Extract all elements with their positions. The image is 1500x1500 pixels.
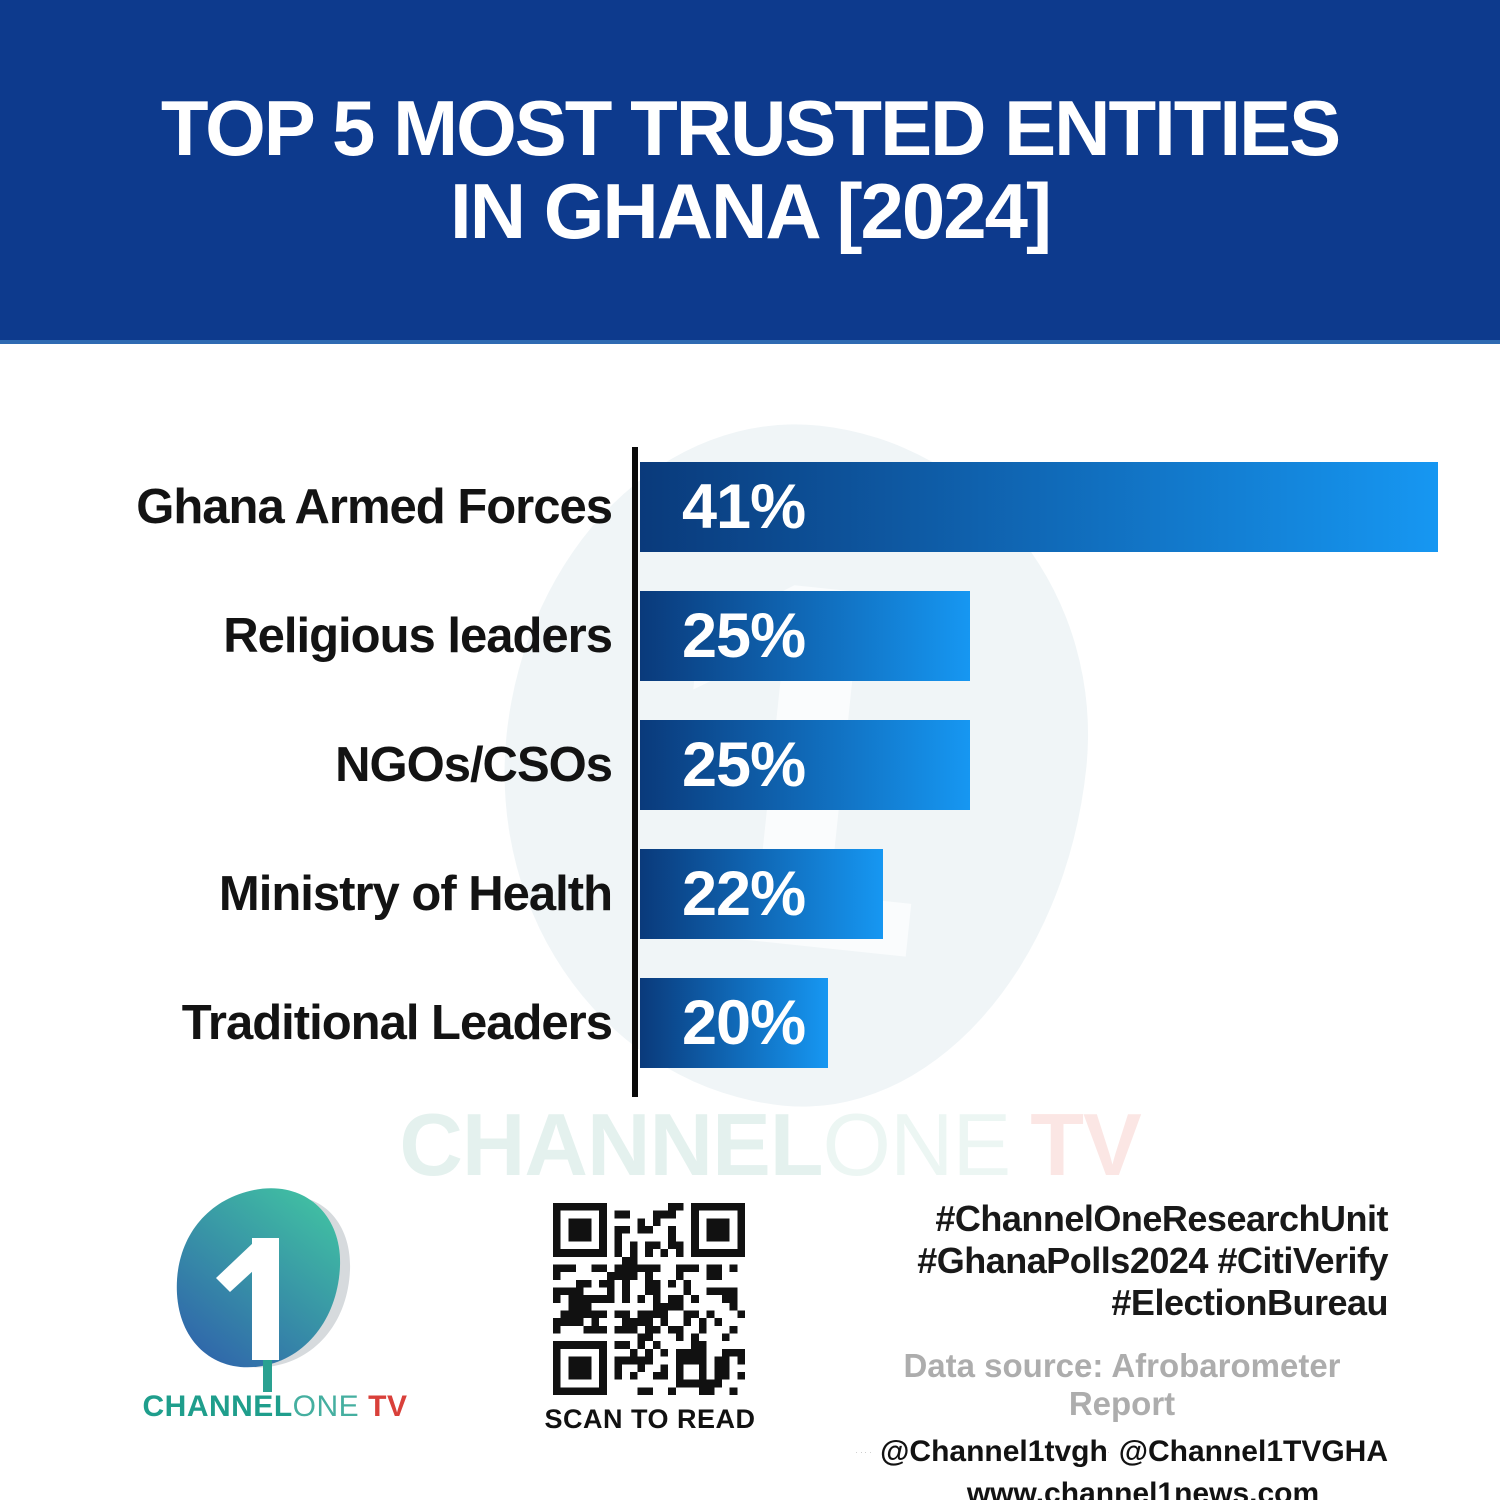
channel-one-logo: [176, 1188, 351, 1392]
category-label-religious-leaders: Religious leaders: [223, 609, 613, 663]
page-title-line-2: IN GHANA [2024]: [450, 167, 1052, 255]
watermark-channel-text: CHANNEL: [399, 1095, 823, 1194]
category-label-ngos-csos: NGOs/CSOs: [335, 738, 613, 792]
social-handle-x: @Channel1TVGHA: [1118, 1435, 1389, 1469]
hashtag-line-1: #ChannelOneResearchUnit: [935, 1198, 1388, 1239]
tiktok-icon: ♪: [865, 1451, 866, 1453]
logo-channel-text: CHANNEL: [142, 1390, 293, 1423]
logo-one-text: ONE: [292, 1390, 360, 1423]
logo-digit-tail: [263, 1360, 272, 1392]
x-icon: X: [1108, 1451, 1109, 1453]
bar-value-label: 20%: [682, 988, 806, 1058]
bar-value-label: 22%: [682, 859, 806, 929]
header-band: TOP 5 MOST TRUSTED ENTITIES IN GHANA [20…: [0, 0, 1500, 344]
website-url: www.channel1news.com: [966, 1477, 1320, 1500]
instagram-icon: [860, 1451, 862, 1453]
youtube-icon: [869, 1451, 871, 1453]
category-label-ministry-of-health: Ministry of Health: [218, 867, 613, 921]
chart-axis-line: [632, 447, 638, 1097]
footer-right-column: #ChannelOneResearchUnit #GhanaPolls2024 …: [855, 1198, 1389, 1500]
bar-value-label: 25%: [682, 730, 806, 800]
qr-code: [553, 1203, 745, 1395]
category-label-traditional-leaders: Traditional Leaders: [181, 996, 613, 1050]
hashtags-block: #ChannelOneResearchUnit #GhanaPolls2024 …: [856, 1198, 1388, 1323]
facebook-icon: f: [855, 1451, 857, 1453]
bar-ministry-of-health: 22%: [640, 849, 883, 939]
social-row: f ♪ @Channel1tvgh X @: [855, 1435, 1389, 1469]
watermark-one-text: ONE: [822, 1095, 1012, 1194]
watermark-tv-text: TV: [1030, 1095, 1141, 1194]
social-handle-primary: @Channel1tvgh: [880, 1435, 1108, 1469]
logo-digit-stem: [252, 1238, 279, 1360]
logo-digit-flag: [216, 1242, 254, 1292]
hashtag-line-2: #GhanaPolls2024 #CitiVerify: [917, 1239, 1388, 1281]
bar-value-label: 25%: [682, 601, 806, 671]
bar-value-label: 41%: [682, 472, 806, 542]
logo-tv-text: TV: [368, 1390, 408, 1423]
watermark-channel-one-tv: CHANNELONE TV: [0, 1094, 1500, 1196]
qr-caption: SCAN TO READ: [544, 1404, 756, 1434]
logo-wordmark: CHANNELONE TV: [130, 1390, 420, 1424]
data-source-text: Data source: Afrobarometer Report: [903, 1347, 1341, 1423]
hashtag-line-3: #ElectionBureau: [1111, 1281, 1388, 1323]
bar-ghana-armed-forces: 41%: [640, 462, 1438, 552]
bar-traditional-leaders: 20%: [640, 978, 828, 1068]
bar-ngos-csos: 25%: [640, 720, 970, 810]
bar-religious-leaders: 25%: [640, 591, 970, 681]
category-label-ghana-armed-forces: Ghana Armed Forces: [136, 480, 613, 534]
page-title-line-1: TOP 5 MOST TRUSTED ENTITIES: [160, 84, 1341, 173]
